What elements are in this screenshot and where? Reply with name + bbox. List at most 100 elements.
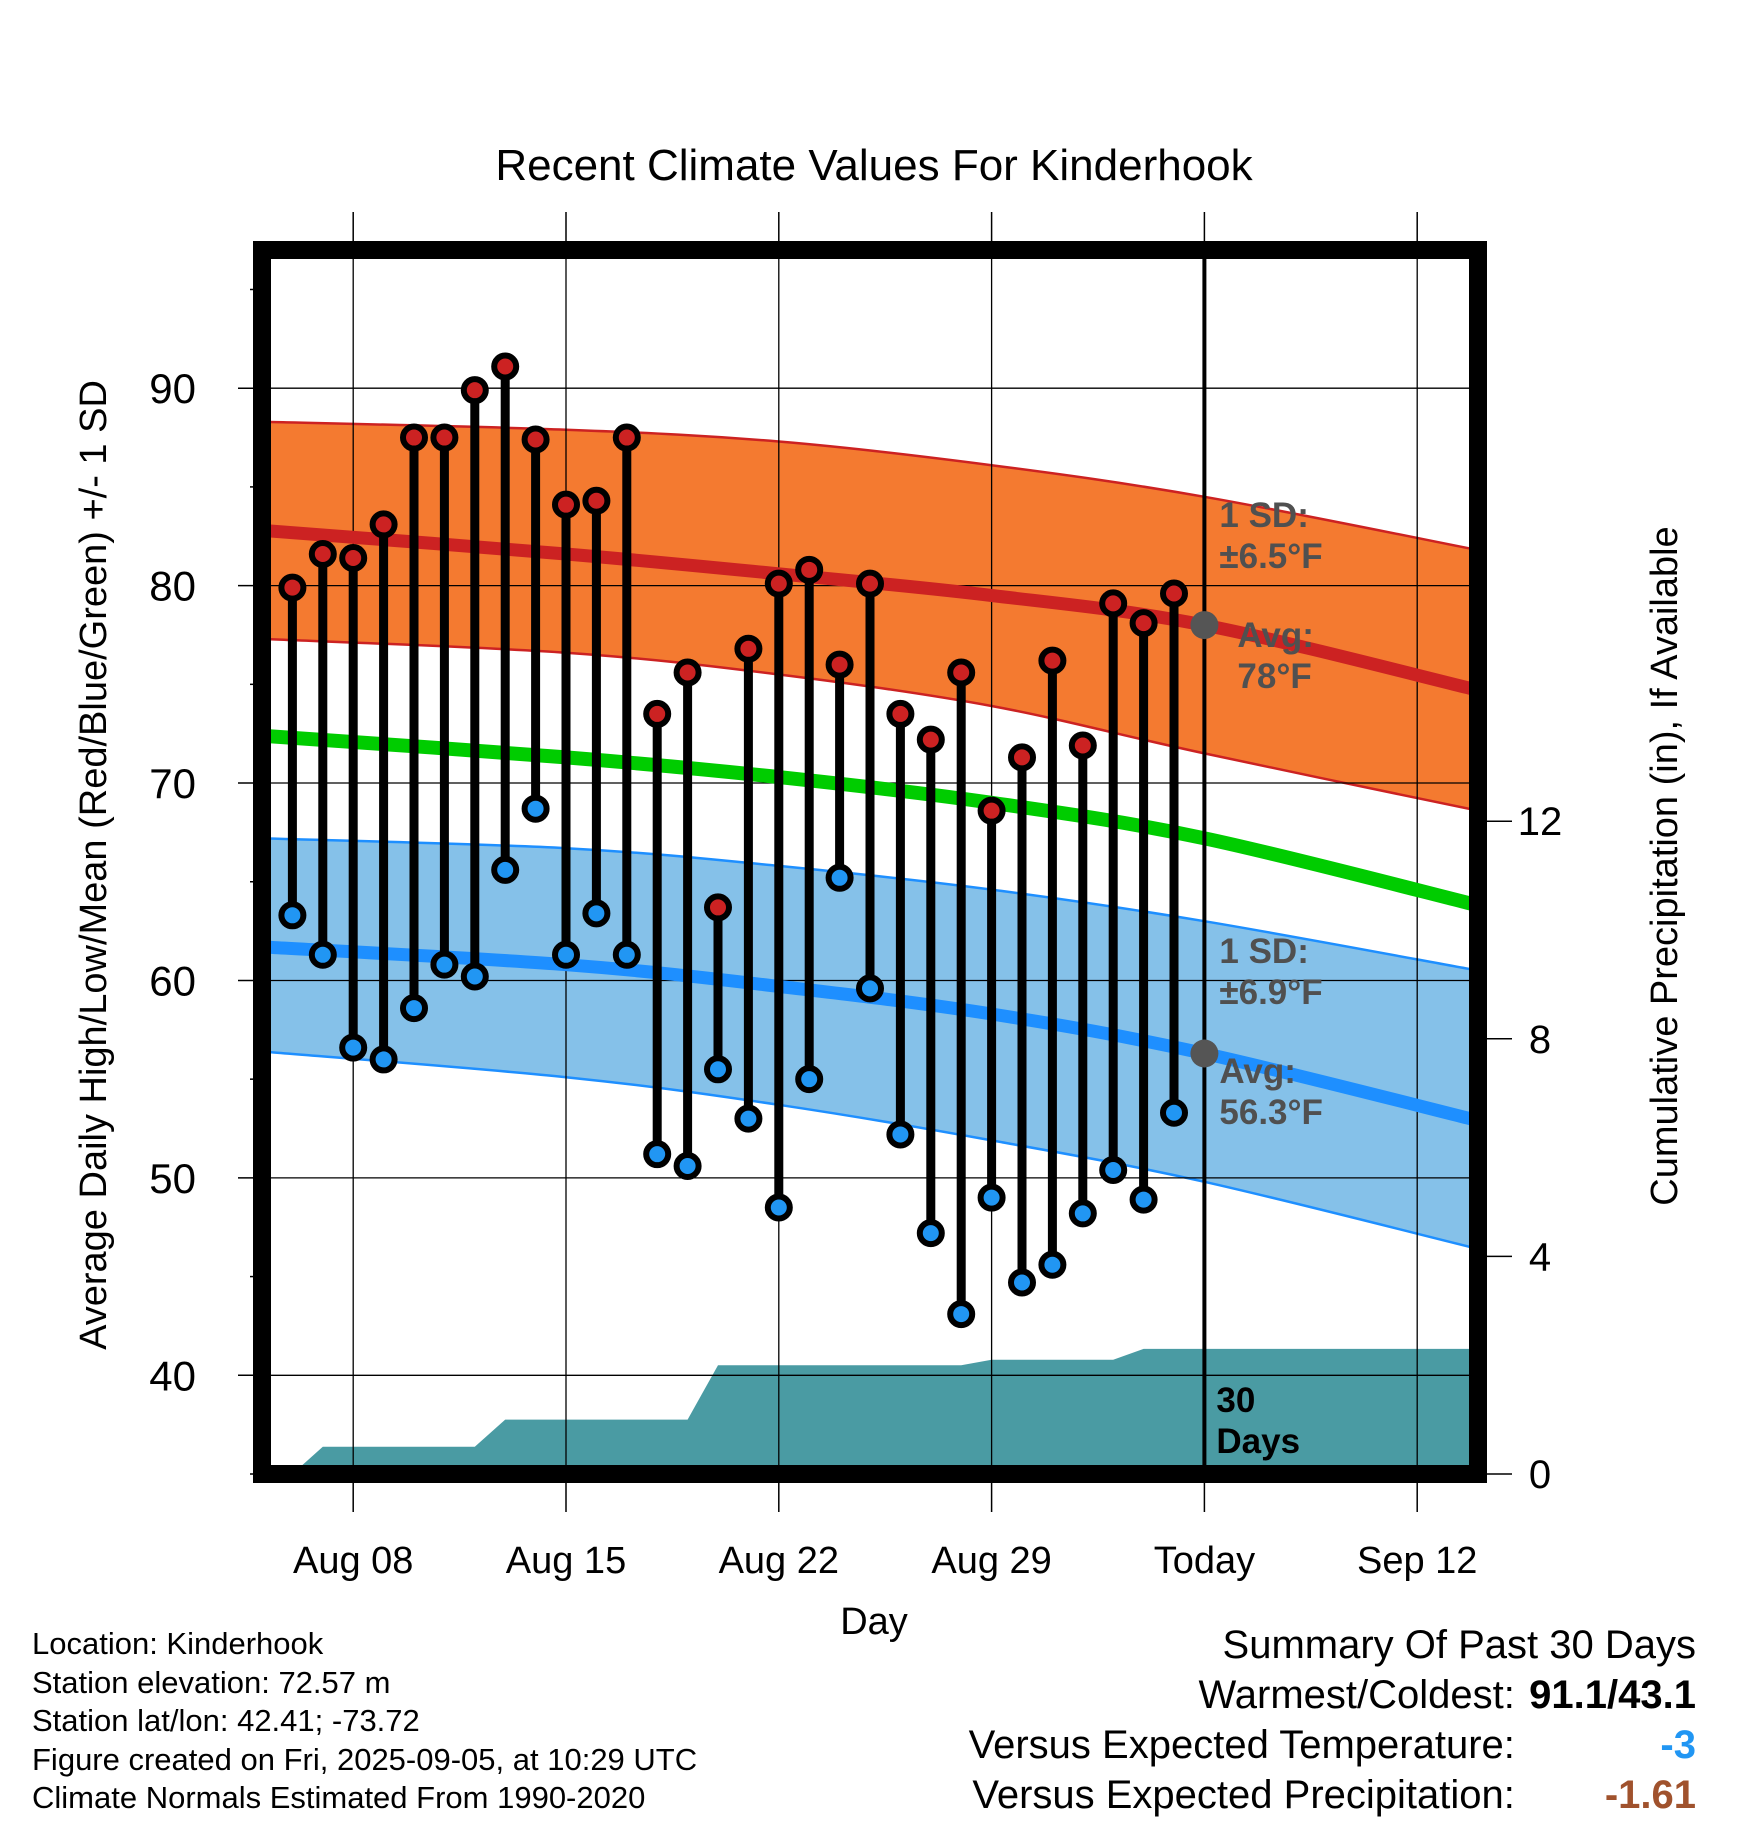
daily-low-point	[400, 994, 428, 1023]
summary-precip: Versus Expected Precipitation: -1.61	[969, 1770, 1696, 1820]
low-avg-annotation-line: 56.3°F	[1219, 1093, 1323, 1132]
daily-low-point	[947, 1300, 976, 1329]
daily-low-point	[460, 962, 489, 991]
y2-axis-label: Cumulative Precipitation (in), If Availa…	[1644, 526, 1686, 1205]
temp-value: -3	[1660, 1723, 1696, 1767]
daily-low-point	[673, 1152, 702, 1181]
daily-low-point	[430, 950, 459, 979]
warm-cold-value: 91.1/43.1	[1529, 1673, 1696, 1717]
low-sd-annotation-line: ±6.9°F	[1219, 973, 1322, 1012]
daily-low-point	[916, 1219, 945, 1248]
y-tick-label: 40	[149, 1352, 196, 1399]
y2-tick-label: 12	[1518, 800, 1563, 844]
daily-high-point	[764, 569, 793, 598]
daily-high-point	[552, 490, 580, 519]
daily-high-point	[491, 352, 520, 381]
summary-temp: Versus Expected Temperature: -3	[969, 1720, 1696, 1770]
daily-high-point	[1160, 579, 1188, 608]
daily-low-point	[825, 863, 854, 892]
daily-high-point	[825, 650, 854, 679]
latlon-text: Station lat/lon: 42.41; -73.72	[32, 1703, 420, 1738]
daily-high-point	[795, 555, 824, 584]
x-tick-label: Aug 22	[719, 1540, 839, 1582]
daily-low-point	[1160, 1098, 1188, 1127]
created-text: Figure created on Fri, 2025-09-05, at 10…	[32, 1741, 698, 1777]
daily-low-point	[795, 1065, 824, 1094]
daily-low-point	[521, 794, 550, 823]
daily-high-point	[582, 486, 611, 515]
daily-low-point	[643, 1140, 672, 1169]
x-tick-label: Aug 15	[506, 1540, 626, 1582]
daily-high-point	[1068, 731, 1097, 760]
daily-high-point	[977, 796, 1006, 825]
high-sd-annotation: 1 SD: ±6.5°F	[1219, 496, 1322, 576]
y-tick-label: 80	[149, 563, 196, 610]
daily-low-point	[491, 855, 520, 884]
daily-low-point	[734, 1104, 763, 1133]
summary-warm-cold: Warmest/Coldest: 91.1/43.1	[969, 1670, 1697, 1720]
daily-low-point	[1038, 1250, 1067, 1279]
daily-high-point	[1129, 609, 1158, 638]
daily-high-point	[1099, 589, 1128, 618]
x-tick-label: Aug 29	[931, 1540, 1051, 1582]
low-sd-band-lower-edge	[262, 1050, 1478, 1251]
avg-low-marker	[1190, 1039, 1219, 1068]
normals-text: Climate Normals Estimated From 1990-2020	[32, 1780, 646, 1815]
daily-low-point	[764, 1193, 793, 1222]
low-sd-annotation-line: 1 SD:	[1219, 932, 1308, 971]
daily-high-point	[400, 423, 428, 452]
plot-frame	[253, 241, 1487, 1483]
daily-low-point	[856, 974, 884, 1003]
daily-low-point	[1008, 1268, 1036, 1297]
summary-panel: Summary Of Past 30 Days Warmest/Coldest:…	[969, 1620, 1696, 1820]
location-text: Location: Kinderhook	[32, 1626, 324, 1661]
daily-high-point	[886, 699, 915, 728]
daily-low-point	[886, 1120, 915, 1149]
low-sd-band-upper-edge	[262, 837, 1478, 972]
avg-high-marker	[1190, 611, 1219, 640]
warm-cold-label: Warmest/Coldest:	[1198, 1673, 1515, 1717]
daily-low-point	[1129, 1185, 1158, 1214]
daily-low-point	[582, 899, 611, 928]
low-avg-annotation: Avg: 56.3°F	[1219, 1052, 1323, 1132]
daily-low-point	[704, 1055, 732, 1084]
daily-high-point	[612, 423, 641, 452]
daily-high-point	[673, 658, 702, 687]
high-sd-annotation-line: ±6.5°F	[1219, 537, 1322, 576]
y2-tick-label: 0	[1529, 1453, 1551, 1497]
y2-tick-label: 4	[1529, 1235, 1551, 1279]
high-avg-annotation-line: 78°F	[1237, 657, 1311, 696]
y-axis-label: Average Daily High/Low/Mean (Red/Blue/Gr…	[73, 380, 115, 1350]
precip-value: -1.61	[1604, 1773, 1696, 1817]
daily-low-point	[552, 940, 580, 969]
daily-high-point	[369, 510, 398, 539]
precip-days-annotation-line: 30	[1216, 1381, 1255, 1420]
daily-high-point	[704, 893, 732, 922]
precip-area	[292, 1348, 1478, 1474]
y-tick-label: 70	[149, 760, 196, 807]
precip-days-annotation-line: Days	[1216, 1422, 1300, 1461]
normal-mean-line	[262, 728, 1478, 913]
daily-high-point	[916, 725, 945, 754]
daily-low-point	[1099, 1155, 1128, 1184]
low-sd-annotation: 1 SD: ±6.9°F	[1219, 932, 1322, 1012]
x-tick-label: Aug 08	[293, 1540, 413, 1582]
y-tick-label: 90	[149, 365, 196, 412]
daily-low-point	[308, 940, 337, 969]
daily-high-point	[430, 423, 459, 452]
temp-label: Versus Expected Temperature:	[968, 1723, 1515, 1767]
daily-high-point	[1038, 646, 1067, 675]
y-tick-label: 50	[149, 1155, 196, 1202]
daily-low-point	[612, 940, 641, 969]
daily-high-point	[643, 699, 672, 728]
high-sd-annotation-line: 1 SD:	[1219, 496, 1308, 535]
daily-high-point	[947, 658, 976, 687]
summary-title: Summary Of Past 30 Days	[1222, 1623, 1696, 1667]
high-sd-band-lower-edge	[262, 637, 1478, 812]
low-avg-annotation-line: Avg:	[1219, 1052, 1295, 1091]
daily-low-point	[278, 901, 307, 930]
precip-days-annotation: 30 Days	[1216, 1381, 1300, 1461]
daily-low-point	[1068, 1199, 1097, 1228]
x-tick-label: Today	[1154, 1540, 1255, 1582]
y-tick-label: 60	[149, 957, 196, 1004]
